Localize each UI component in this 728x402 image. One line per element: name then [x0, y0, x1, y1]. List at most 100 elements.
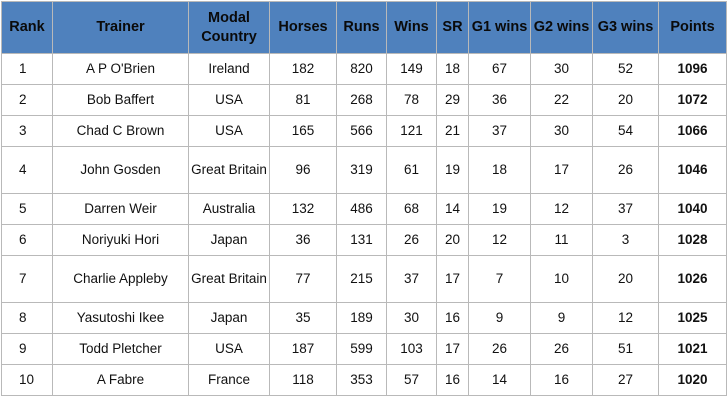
table-row: 9 Todd Pletcher USA 187 599 103 17 26 26… [1, 333, 727, 365]
cell-trainer: Chad C Brown [52, 115, 189, 147]
cell-country: USA [188, 84, 270, 116]
cell-points: 1046 [658, 146, 727, 194]
cell-runs: 131 [336, 224, 387, 256]
cell-trainer: A Fabre [52, 364, 189, 396]
cell-horses: 81 [269, 84, 337, 116]
table-row: 2 Bob Baffert USA 81 268 78 29 36 22 20 … [1, 84, 727, 116]
cell-country: USA [188, 115, 270, 147]
table-row: 5 Darren Weir Australia 132 486 68 14 19… [1, 193, 727, 225]
cell-country: USA [188, 333, 270, 365]
cell-g3-wins: 3 [592, 224, 659, 256]
cell-g2-wins: 17 [530, 146, 593, 194]
cell-rank: 10 [1, 364, 53, 396]
cell-g3-wins: 52 [592, 53, 659, 85]
table-body: 1 A P O'Brien Ireland 182 820 149 18 67 … [1, 53, 727, 396]
cell-sr: 21 [436, 115, 469, 147]
header-g1-wins: G1 wins [468, 1, 531, 54]
cell-horses: 165 [269, 115, 337, 147]
header-horses: Horses [269, 1, 337, 54]
cell-trainer: John Gosden [52, 146, 189, 194]
table-row: 3 Chad C Brown USA 165 566 121 21 37 30 … [1, 115, 727, 147]
cell-points: 1072 [658, 84, 727, 116]
cell-country: Great Britain [188, 255, 270, 303]
cell-runs: 189 [336, 302, 387, 334]
cell-sr: 20 [436, 224, 469, 256]
cell-runs: 215 [336, 255, 387, 303]
table-row: 4 John Gosden Great Britain 96 319 61 19… [1, 146, 727, 194]
cell-country: France [188, 364, 270, 396]
cell-sr: 29 [436, 84, 469, 116]
cell-g3-wins: 54 [592, 115, 659, 147]
cell-g3-wins: 12 [592, 302, 659, 334]
cell-sr: 19 [436, 146, 469, 194]
cell-g2-wins: 16 [530, 364, 593, 396]
cell-g1-wins: 26 [468, 333, 531, 365]
cell-g3-wins: 51 [592, 333, 659, 365]
table-header: Rank Trainer Modal Country Horses Runs W… [1, 1, 727, 54]
cell-trainer: Darren Weir [52, 193, 189, 225]
cell-runs: 486 [336, 193, 387, 225]
cell-runs: 566 [336, 115, 387, 147]
cell-runs: 268 [336, 84, 387, 116]
cell-wins: 121 [386, 115, 437, 147]
header-sr: SR [436, 1, 469, 54]
cell-rank: 7 [1, 255, 53, 303]
cell-wins: 26 [386, 224, 437, 256]
cell-rank: 4 [1, 146, 53, 194]
cell-trainer: Charlie Appleby [52, 255, 189, 303]
cell-g1-wins: 67 [468, 53, 531, 85]
cell-country: Japan [188, 302, 270, 334]
cell-sr: 14 [436, 193, 469, 225]
cell-runs: 820 [336, 53, 387, 85]
cell-points: 1026 [658, 255, 727, 303]
cell-horses: 77 [269, 255, 337, 303]
cell-rank: 6 [1, 224, 53, 256]
cell-rank: 5 [1, 193, 53, 225]
cell-horses: 96 [269, 146, 337, 194]
cell-g1-wins: 14 [468, 364, 531, 396]
cell-trainer: Noriyuki Hori [52, 224, 189, 256]
cell-g3-wins: 26 [592, 146, 659, 194]
cell-rank: 2 [1, 84, 53, 116]
cell-g3-wins: 37 [592, 193, 659, 225]
cell-g2-wins: 9 [530, 302, 593, 334]
cell-points: 1025 [658, 302, 727, 334]
cell-trainer: Todd Pletcher [52, 333, 189, 365]
cell-g2-wins: 30 [530, 115, 593, 147]
cell-points: 1028 [658, 224, 727, 256]
cell-sr: 17 [436, 255, 469, 303]
cell-runs: 353 [336, 364, 387, 396]
cell-wins: 57 [386, 364, 437, 396]
cell-g2-wins: 22 [530, 84, 593, 116]
header-g3-wins: G3 wins [592, 1, 659, 54]
cell-g2-wins: 12 [530, 193, 593, 225]
cell-g1-wins: 36 [468, 84, 531, 116]
header-wins: Wins [386, 1, 437, 54]
cell-trainer: Bob Baffert [52, 84, 189, 116]
cell-horses: 118 [269, 364, 337, 396]
cell-country: Australia [188, 193, 270, 225]
cell-country: Ireland [188, 53, 270, 85]
cell-horses: 36 [269, 224, 337, 256]
header-points: Points [658, 1, 727, 54]
cell-g1-wins: 19 [468, 193, 531, 225]
cell-sr: 18 [436, 53, 469, 85]
cell-horses: 182 [269, 53, 337, 85]
cell-g2-wins: 11 [530, 224, 593, 256]
cell-g1-wins: 7 [468, 255, 531, 303]
cell-g1-wins: 18 [468, 146, 531, 194]
header-row: Rank Trainer Modal Country Horses Runs W… [1, 1, 727, 54]
cell-wins: 103 [386, 333, 437, 365]
cell-country: Japan [188, 224, 270, 256]
cell-g1-wins: 9 [468, 302, 531, 334]
cell-horses: 35 [269, 302, 337, 334]
cell-wins: 68 [386, 193, 437, 225]
table-row: 8 Yasutoshi Ikee Japan 35 189 30 16 9 9 … [1, 302, 727, 334]
cell-g3-wins: 20 [592, 255, 659, 303]
cell-rank: 1 [1, 53, 53, 85]
table-row: 7 Charlie Appleby Great Britain 77 215 3… [1, 255, 727, 303]
cell-wins: 37 [386, 255, 437, 303]
cell-sr: 16 [436, 302, 469, 334]
cell-horses: 187 [269, 333, 337, 365]
cell-points: 1021 [658, 333, 727, 365]
